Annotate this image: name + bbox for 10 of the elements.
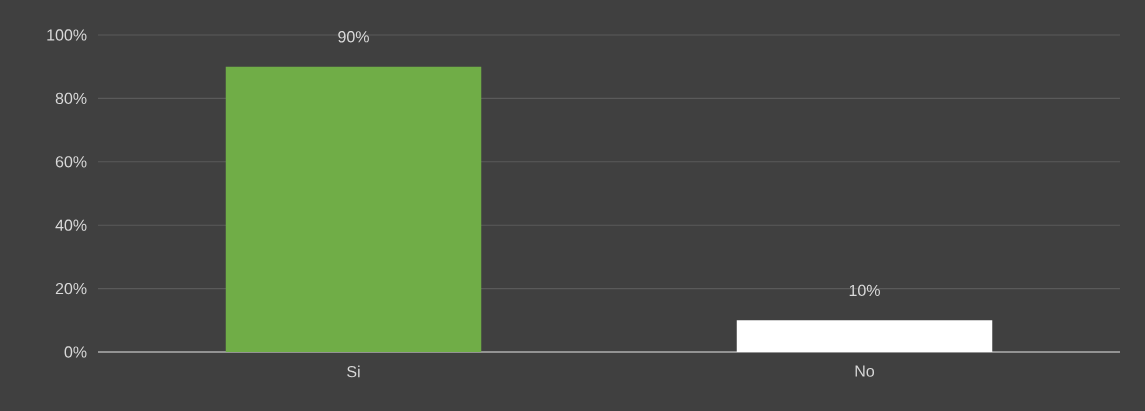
x-tick-label: No [855, 365, 875, 377]
y-tick-label: 20% [55, 282, 87, 295]
x-tick-label: Si [347, 365, 360, 378]
y-tick-label: 40% [55, 219, 87, 231]
y-tick-label: 60% [55, 156, 87, 168]
y-tick-label: 100% [47, 29, 87, 41]
y-tick-label: 0% [64, 346, 87, 358]
data-label: 10% [849, 284, 880, 297]
y-tick-label: 80% [55, 92, 87, 105]
data-label: 90% [338, 31, 369, 43]
